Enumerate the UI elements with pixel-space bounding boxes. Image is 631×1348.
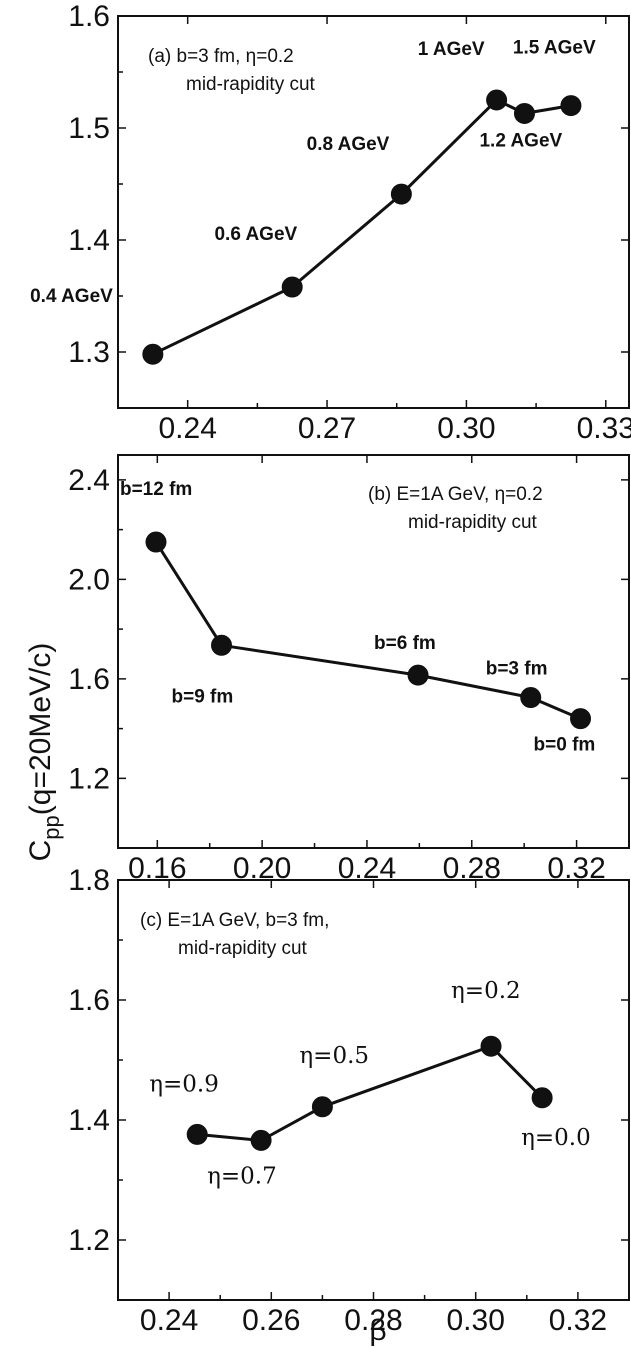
panel-annotation: mid-rapidity cut bbox=[178, 938, 308, 959]
data-label: η=0.0 bbox=[521, 1125, 591, 1151]
data-point bbox=[145, 531, 167, 553]
panel-annotation: (a) b=3 fm, η=0.2 bbox=[148, 46, 294, 67]
y-tick-label: 2.4 bbox=[68, 464, 110, 497]
panel-annotation: (b) E=1A GeV, η=0.2 bbox=[368, 484, 543, 505]
y-axis-title-tail: (q=20MeV/c) bbox=[24, 643, 57, 816]
data-point bbox=[407, 664, 429, 686]
panel-c: 0.24 0.26 0.28 0.30 0.32 1.2 1.4 1.6 1.8 (c) E=1A… bbox=[68, 864, 630, 1337]
y-tick-label: 1.6 bbox=[68, 663, 110, 696]
series-line bbox=[197, 1044, 544, 1142]
x-tick-label: 0.24 bbox=[158, 412, 216, 445]
y-tick-label: 1.4 bbox=[68, 224, 110, 257]
data-point bbox=[311, 1096, 333, 1118]
data-label: b=3 fm bbox=[486, 659, 548, 680]
data-label: η=0.5 bbox=[299, 1043, 369, 1069]
x-tick-label: 0.28 bbox=[344, 1304, 402, 1337]
data-label: b=0 fm bbox=[534, 735, 596, 756]
data-label: 0.8 AGeV bbox=[307, 134, 390, 155]
data-point bbox=[520, 687, 542, 709]
y-tick-label: 1.4 bbox=[68, 1104, 110, 1137]
panel-b: 0.16 0.20 0.24 0.28 0.321.21.62.02.4 (b) E=1A… bbox=[68, 454, 630, 885]
data-label: b=9 fm bbox=[172, 686, 234, 707]
data-label: η=0.9 bbox=[149, 1071, 219, 1097]
x-tick-label: 0.27 bbox=[298, 412, 356, 445]
y-tick-label: 1.2 bbox=[68, 1224, 110, 1257]
panel-annotation: mid-rapidity cut bbox=[408, 512, 538, 533]
data-label: b=12 fm bbox=[120, 479, 192, 500]
x-tick-label: 0.30 bbox=[447, 1304, 505, 1337]
y-tick-label: 1.8 bbox=[68, 864, 110, 897]
panel-annotation: mid-rapidity cut bbox=[186, 74, 316, 95]
panels: 0.24 0.27 0.30 0.33 1.3 1.4 1.5 1.6 (a) b=3 fm, … bbox=[30, 0, 631, 1337]
y-axis-title-main: C bbox=[24, 840, 57, 862]
y-tick-label: 1.3 bbox=[68, 336, 110, 369]
y-axis-title: Cpp(q=20MeV/c) bbox=[24, 643, 64, 862]
data-point bbox=[390, 183, 412, 205]
data-point bbox=[480, 1035, 502, 1057]
data-point bbox=[570, 708, 592, 730]
y-tick-label: 1.5 bbox=[68, 112, 110, 145]
data-point bbox=[531, 1087, 553, 1109]
y-axis-title-sub: pp bbox=[39, 815, 64, 839]
x-tick-label: 0.33 bbox=[577, 412, 631, 445]
data-label: η=0.2 bbox=[451, 978, 521, 1004]
data-point bbox=[486, 89, 508, 111]
plot-frame-b bbox=[117, 454, 630, 849]
panel-annotation: (c) E=1A GeV, b=3 fm, bbox=[140, 910, 329, 931]
x-tick-label: 0.24 bbox=[140, 1304, 198, 1337]
data-label: b=6 fm bbox=[374, 633, 436, 654]
data-point bbox=[211, 634, 233, 656]
data-label: 1.2 AGeV bbox=[479, 130, 562, 151]
data-point bbox=[186, 1123, 208, 1145]
x-tick-label: 0.26 bbox=[242, 1304, 300, 1337]
y-tick-label: 1.2 bbox=[68, 762, 110, 795]
data-label: 0.4 AGeV bbox=[30, 286, 113, 307]
data-label: η=0.7 bbox=[207, 1163, 277, 1189]
panel-a: 0.24 0.27 0.30 0.33 1.3 1.4 1.5 1.6 (a) b=3 fm, … bbox=[30, 0, 631, 445]
data-label: 1 AGeV bbox=[418, 39, 485, 60]
x-tick-label: 0.30 bbox=[437, 412, 495, 445]
data-point bbox=[281, 276, 303, 298]
x-tick-label: 0.32 bbox=[549, 1304, 607, 1337]
data-label: 1.5 AGeV bbox=[513, 38, 596, 59]
y-tick-label: 1.6 bbox=[68, 0, 110, 33]
data-label: 0.6 AGeV bbox=[214, 224, 297, 245]
y-tick-label: 2.0 bbox=[68, 563, 110, 596]
data-point bbox=[513, 102, 535, 124]
data-point bbox=[560, 95, 582, 117]
plot-frame-a bbox=[117, 15, 630, 409]
x-axis-title: β bbox=[369, 1314, 386, 1347]
data-point bbox=[142, 343, 164, 365]
data-point bbox=[250, 1129, 272, 1151]
y-tick-label: 1.6 bbox=[68, 984, 110, 1017]
